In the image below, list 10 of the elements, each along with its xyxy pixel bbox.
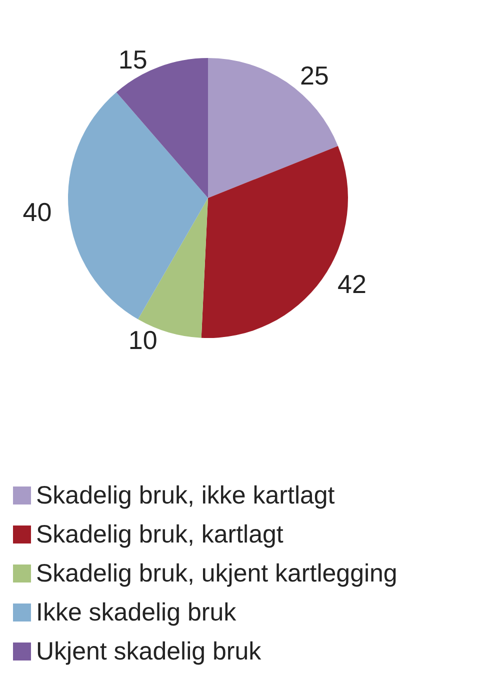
legend-label: Skadelig bruk, ukjent kartlegging bbox=[36, 560, 398, 588]
data-label: 42 bbox=[338, 268, 366, 299]
legend-label: Ikke skadelig bruk bbox=[36, 598, 237, 626]
data-label: 15 bbox=[118, 44, 148, 74]
data-label: 25 bbox=[300, 60, 329, 90]
data-label: 40 bbox=[22, 197, 52, 228]
data-label: 10 bbox=[128, 325, 158, 356]
legend-label: Skadelig bruk, ikke kartlagt bbox=[36, 482, 335, 510]
legend-label: Skadelig bruk, kartlagt bbox=[36, 520, 284, 548]
legend-label: Ukjent skadelig bruk bbox=[36, 638, 262, 666]
